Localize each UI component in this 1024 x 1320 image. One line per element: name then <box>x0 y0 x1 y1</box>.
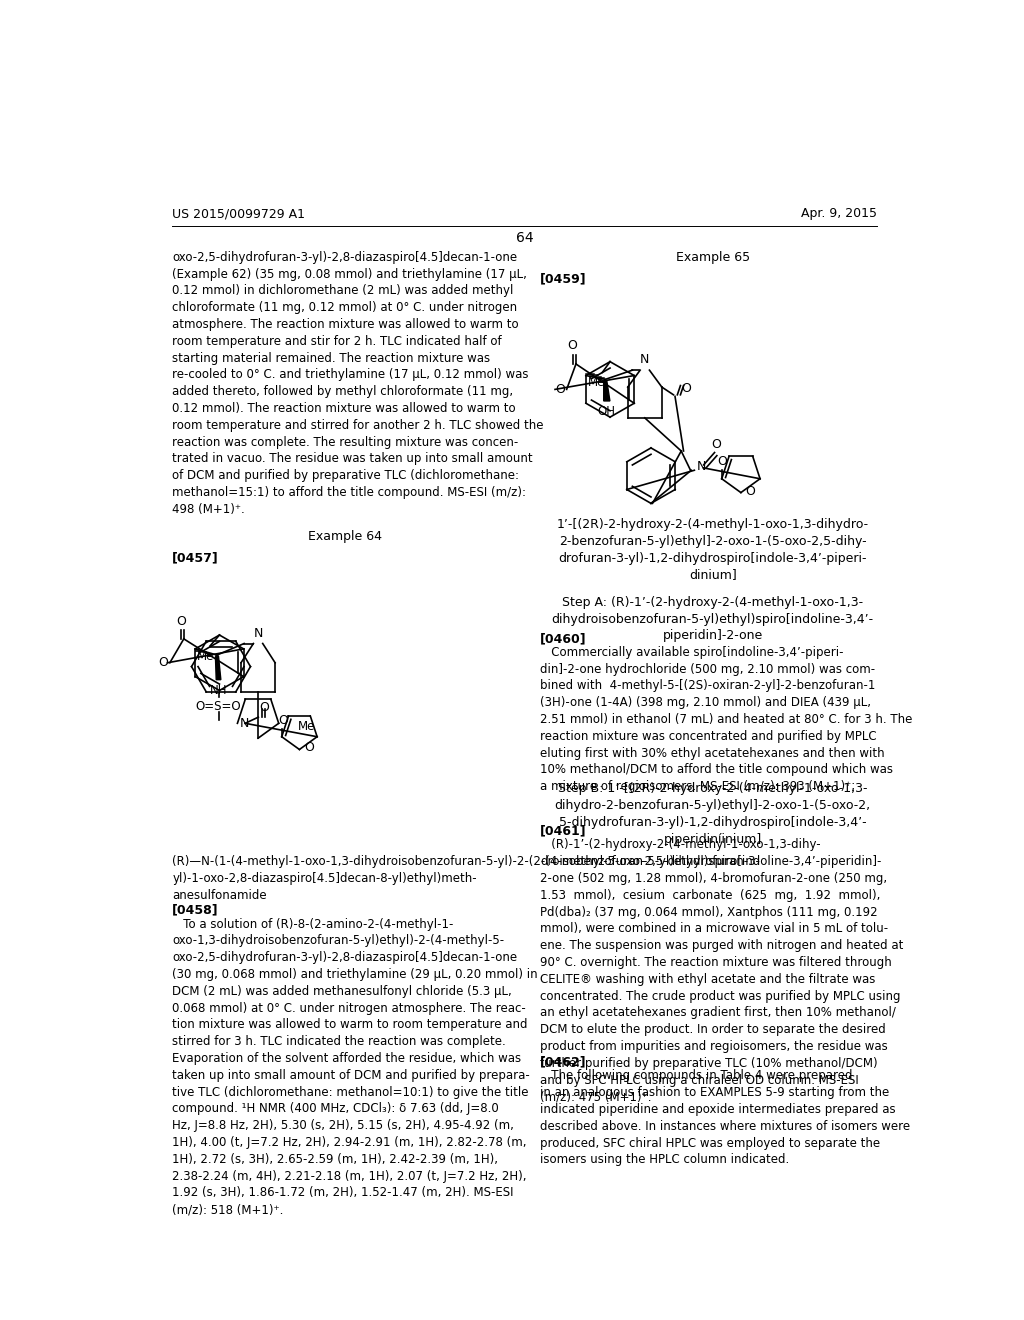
Text: [0460]: [0460] <box>541 632 587 645</box>
Text: O: O <box>567 339 577 352</box>
Text: O: O <box>304 742 314 755</box>
Polygon shape <box>604 381 610 401</box>
Text: The following compounds in Table 4 were prepared
in an analogous fashion to EXAM: The following compounds in Table 4 were … <box>541 1069 910 1167</box>
Text: O: O <box>681 381 691 395</box>
Text: O: O <box>717 455 727 469</box>
Text: (R)-1’-(2-hydroxy-2-(4-methyl-1-oxo-1,3-dihy-
droisobenzofuran-5-yl)ethyl)spiro[: (R)-1’-(2-hydroxy-2-(4-methyl-1-oxo-1,3-… <box>541 838 903 1104</box>
Text: Commercially available spiro[indoline-3,4’-piperi-
din]-2-one hydrochloride (500: Commercially available spiro[indoline-3,… <box>541 645 912 793</box>
Text: [0462]: [0462] <box>541 1056 587 1068</box>
Text: Step A: (R)-1’-(2-hydroxy-2-(4-methyl-1-oxo-1,3-
dihydroisobenzofuran-5-yl)ethyl: Step A: (R)-1’-(2-hydroxy-2-(4-methyl-1-… <box>552 595 873 643</box>
Text: 64: 64 <box>516 231 534 244</box>
Text: O: O <box>744 484 755 498</box>
Text: Me: Me <box>197 651 214 664</box>
Text: Me: Me <box>298 719 315 733</box>
Text: Example 64: Example 64 <box>307 531 382 544</box>
Text: To a solution of (R)-8-(2-amino-2-(4-methyl-1-
oxo-1,3-dihydroisobenzofuran-5-yl: To a solution of (R)-8-(2-amino-2-(4-met… <box>172 917 538 1216</box>
Text: OH: OH <box>598 405 615 418</box>
Text: O: O <box>711 438 721 451</box>
Text: O=S=O: O=S=O <box>196 700 242 713</box>
Text: Example 65: Example 65 <box>676 251 750 264</box>
Text: NH: NH <box>210 684 227 697</box>
Text: O: O <box>260 701 269 714</box>
Text: Apr. 9, 2015: Apr. 9, 2015 <box>802 207 878 220</box>
Text: [0457]: [0457] <box>172 552 219 564</box>
Text: Me: Me <box>588 376 605 388</box>
Text: Step B: 1’-[(2R)-2-hydroxy-2-(4-methyl-1-oxo-1,3-
dihydro-2-benzofuran-5-yl)ethy: Step B: 1’-[(2R)-2-hydroxy-2-(4-methyl-1… <box>555 781 870 846</box>
Text: N: N <box>696 459 707 473</box>
Text: O: O <box>279 714 288 727</box>
Text: [0459]: [0459] <box>541 272 587 285</box>
Text: O: O <box>555 383 565 396</box>
Text: O: O <box>159 656 169 669</box>
Text: N: N <box>240 717 249 730</box>
Text: 1’-[(2R)-2-hydroxy-2-(4-methyl-1-oxo-1,3-dihydro-
2-benzofuran-5-yl)ethyl]-2-oxo: 1’-[(2R)-2-hydroxy-2-(4-methyl-1-oxo-1,3… <box>557 517 868 581</box>
Text: [0458]: [0458] <box>172 904 219 917</box>
Text: N: N <box>640 354 649 367</box>
Text: O: O <box>176 615 186 628</box>
Text: (R)—N-(1-(4-methyl-1-oxo-1,3-dihydroisobenzofuran-5-yl)-2-(2-(4-methyl-5-oxo-2,5: (R)—N-(1-(4-methyl-1-oxo-1,3-dihydroisob… <box>172 855 760 902</box>
Text: N: N <box>253 627 263 640</box>
Polygon shape <box>215 656 221 680</box>
Text: US 2015/0099729 A1: US 2015/0099729 A1 <box>172 207 305 220</box>
Text: [0461]: [0461] <box>541 825 587 837</box>
Text: oxo-2,5-dihydrofuran-3-yl)-2,8-diazaspiro[4.5]decan-1-one
(Example 62) (35 mg, 0: oxo-2,5-dihydrofuran-3-yl)-2,8-diazaspir… <box>172 251 544 516</box>
